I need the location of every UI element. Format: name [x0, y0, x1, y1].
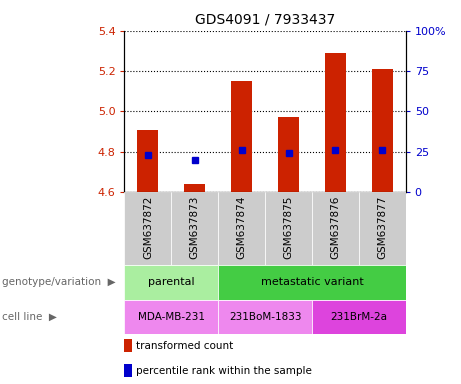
Text: parental: parental	[148, 277, 195, 287]
Text: GSM637873: GSM637873	[190, 196, 200, 259]
Text: GSM637874: GSM637874	[236, 196, 247, 259]
Bar	[218, 192, 265, 265]
Bar	[372, 69, 393, 192]
Bar	[124, 364, 131, 376]
Bar	[124, 339, 131, 352]
Text: 231BoM-1833: 231BoM-1833	[229, 312, 301, 322]
Text: GSM637875: GSM637875	[284, 196, 294, 259]
Bar	[124, 265, 218, 300]
Text: GSM637876: GSM637876	[331, 196, 340, 259]
Text: GSM637877: GSM637877	[377, 196, 387, 259]
Bar	[124, 192, 171, 265]
Text: transformed count: transformed count	[136, 341, 233, 351]
Text: genotype/variation  ▶: genotype/variation ▶	[2, 277, 116, 287]
Text: cell line  ▶: cell line ▶	[2, 312, 57, 322]
Text: MDA-MB-231: MDA-MB-231	[138, 312, 205, 322]
Bar	[184, 184, 205, 192]
Bar	[124, 300, 218, 334]
Bar	[265, 192, 312, 265]
Bar	[218, 265, 406, 300]
Text: metastatic variant: metastatic variant	[260, 277, 363, 287]
Text: 231BrM-2a: 231BrM-2a	[331, 312, 387, 322]
Bar	[218, 300, 312, 334]
Bar	[312, 300, 406, 334]
Text: GSM637872: GSM637872	[143, 196, 153, 259]
Bar	[231, 81, 252, 192]
Bar	[171, 192, 218, 265]
Bar	[278, 118, 299, 192]
Bar	[137, 129, 159, 192]
Text: percentile rank within the sample: percentile rank within the sample	[136, 366, 312, 376]
Title: GDS4091 / 7933437: GDS4091 / 7933437	[195, 13, 335, 27]
Bar	[325, 53, 346, 192]
Bar	[359, 192, 406, 265]
Bar	[312, 192, 359, 265]
